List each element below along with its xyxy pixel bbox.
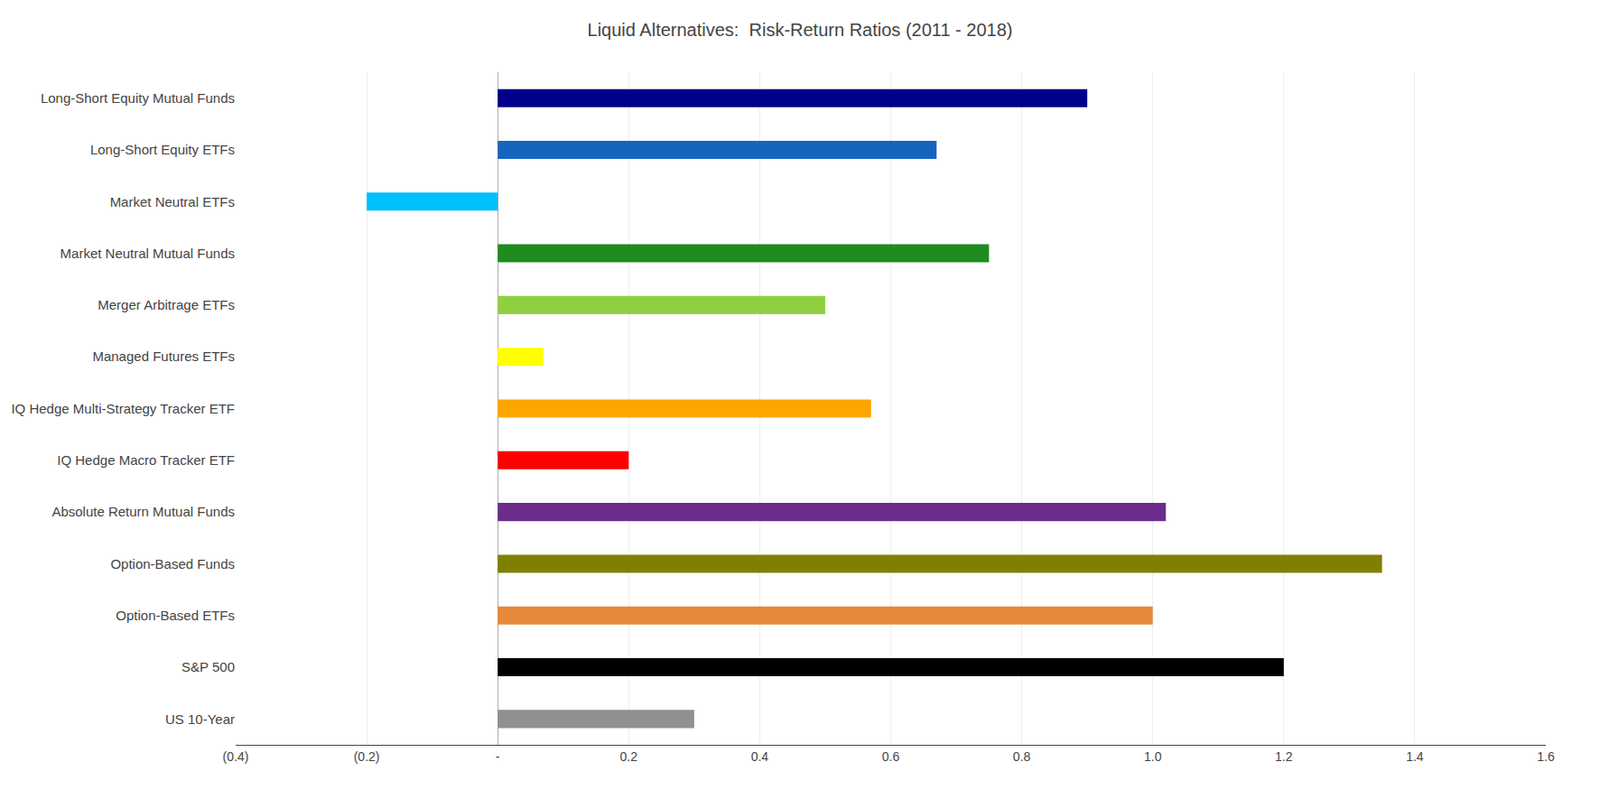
- svg-text:Liquid Alternatives: Risk-Ret: Liquid Alternatives: Risk-Return Ratios …: [587, 19, 1014, 40]
- svg-text:0.6: 0.6: [882, 749, 901, 764]
- svg-text:S&P 500: S&P 500: [181, 659, 235, 675]
- svg-text:Managed Futures ETFs: Managed Futures ETFs: [92, 348, 235, 364]
- svg-text:Long-Short Equity ETFs: Long-Short Equity ETFs: [90, 141, 235, 158]
- svg-text:Absolute Return Mutual Funds: Absolute Return Mutual Funds: [51, 503, 235, 520]
- svg-text:1.4: 1.4: [1405, 749, 1424, 764]
- svg-text:(0.4): (0.4): [223, 749, 250, 764]
- svg-text:Market Neutral ETFs: Market Neutral ETFs: [110, 194, 235, 210]
- svg-text:IQ Hedge Macro Tracker ETF: IQ Hedge Macro Tracker ETF: [56, 452, 235, 468]
- svg-text:1.6: 1.6: [1536, 749, 1555, 764]
- svg-text:1.0: 1.0: [1144, 749, 1163, 764]
- svg-text:Market Neutral Mutual Funds: Market Neutral Mutual Funds: [60, 245, 235, 261]
- svg-text:US 10-Year: US 10-Year: [165, 711, 235, 727]
- svg-text:Option-Based Funds: Option-Based Funds: [110, 556, 235, 572]
- svg-text:0.2: 0.2: [620, 749, 639, 764]
- svg-text:Option-Based ETFs: Option-Based ETFs: [115, 607, 235, 624]
- svg-text:IQ Hedge Multi-Strategy Tracke: IQ Hedge Multi-Strategy Tracker ETF: [10, 400, 235, 417]
- svg-text:Long-Short Equity Mutual Funds: Long-Short Equity Mutual Funds: [40, 90, 235, 106]
- svg-text:1.2: 1.2: [1274, 749, 1294, 764]
- svg-text:(0.2): (0.2): [353, 749, 381, 764]
- svg-text:-: -: [495, 749, 501, 764]
- svg-text:0.4: 0.4: [751, 749, 770, 764]
- svg-text:0.8: 0.8: [1013, 749, 1032, 764]
- svg-text:Merger Arbitrage ETFs: Merger Arbitrage ETFs: [97, 297, 235, 313]
